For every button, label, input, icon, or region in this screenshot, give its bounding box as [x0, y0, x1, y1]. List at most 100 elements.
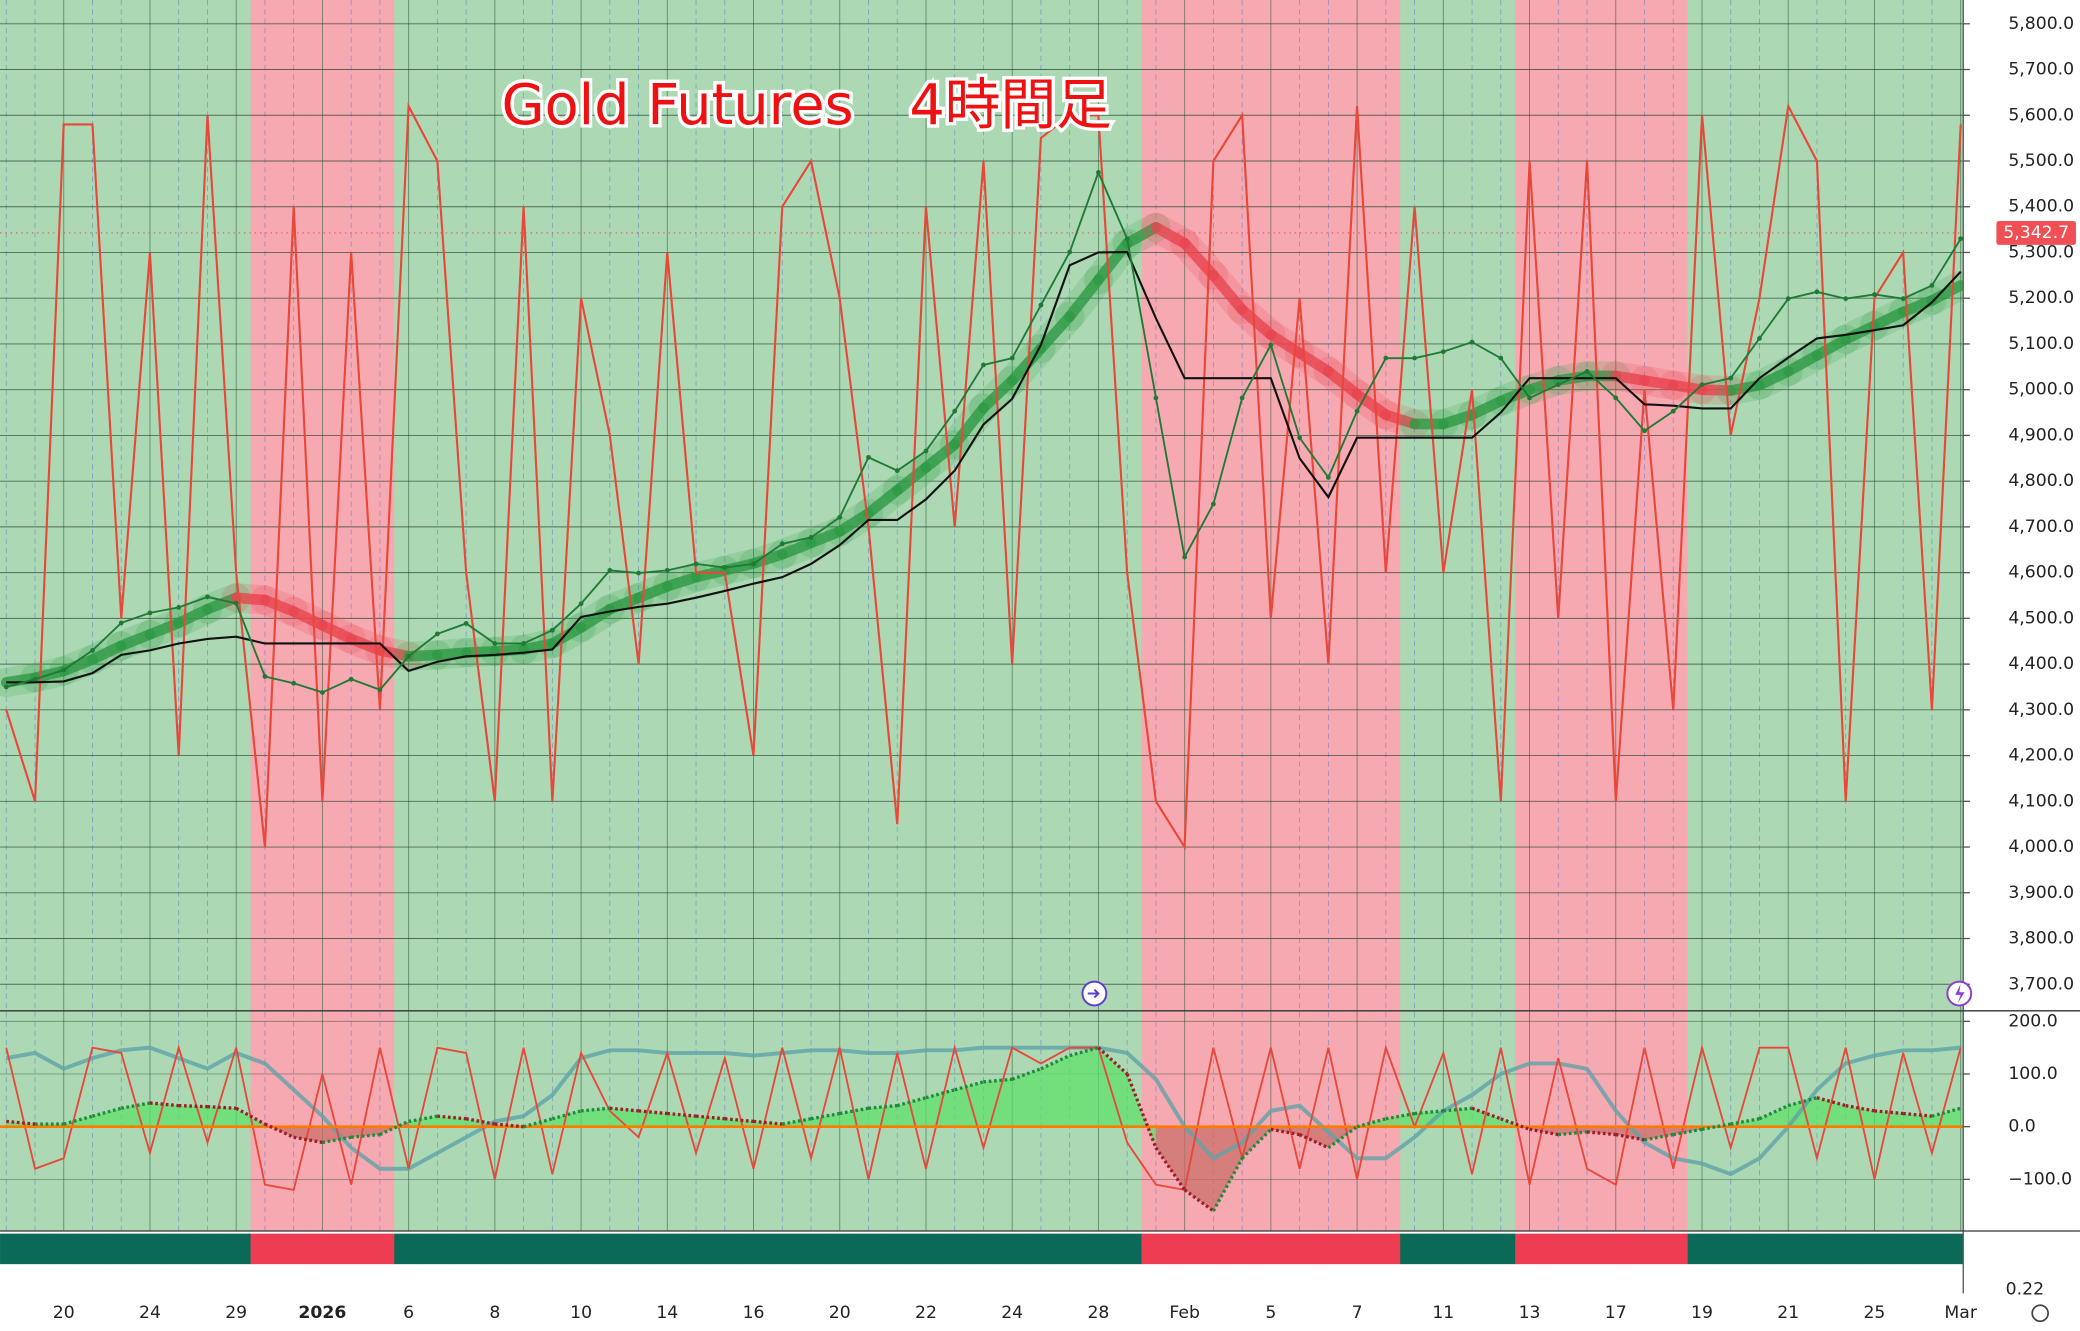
x-tick-label: 21 [1777, 1303, 1799, 1323]
trend-area [1644, 1126, 1674, 1140]
x-tick-label: 6 [403, 1303, 414, 1323]
regime-strip [940, 1233, 970, 1265]
regime-strip [652, 1233, 683, 1265]
price-point [722, 565, 728, 570]
regime-strip [1313, 1233, 1344, 1265]
price-panel [0, 102, 1976, 851]
trend-area [1931, 1108, 1961, 1127]
regime-strip [1199, 1233, 1229, 1265]
price-point [1555, 382, 1561, 388]
y-tick-label: 3,700.0 [2008, 974, 2074, 994]
regime-strip [1543, 1233, 1574, 1265]
average-segment [920, 439, 961, 473]
regime-strip [1946, 1233, 1964, 1265]
y-tick-label: 5,600.0 [2008, 105, 2074, 125]
y-tick-label: 5,200.0 [2008, 288, 2074, 308]
regime-strip [796, 1233, 827, 1265]
price-point [1383, 355, 1389, 361]
price-point [320, 690, 325, 695]
regime-strip [997, 1233, 1028, 1265]
x-tick-label: 7 [1352, 1303, 1363, 1323]
regime-strip [595, 1233, 625, 1265]
y-tick-label: 4,700.0 [2008, 517, 2074, 537]
x-tick-label: 24 [1001, 1303, 1023, 1323]
price-point [176, 604, 182, 610]
price-point [1757, 336, 1762, 341]
settings-icon[interactable] [2031, 1304, 2049, 1323]
regime-strip [106, 1233, 137, 1265]
x-tick-label: 20 [829, 1303, 851, 1323]
regime-strip [1630, 1233, 1660, 1265]
x-tick-label: 16 [743, 1303, 765, 1323]
price-point [1354, 408, 1360, 414]
y-tick-label: 3,900.0 [2008, 883, 2074, 903]
regime-strip [566, 1233, 597, 1265]
trend-area [1012, 1068, 1041, 1127]
trend-area [92, 1108, 122, 1127]
x-tick-label: 25 [1863, 1303, 1885, 1323]
price-point [1900, 296, 1906, 302]
average-segment [834, 507, 874, 537]
price-point [1239, 395, 1245, 401]
average-segment [949, 402, 989, 450]
price-point [837, 514, 843, 520]
average-segment [1236, 304, 1277, 341]
trend-line [1327, 1125, 1359, 1150]
regime-strip [1773, 1233, 1804, 1265]
y-tick-label: 5,800.0 [2008, 14, 2074, 34]
price-point [463, 621, 469, 626]
regime-strip [78, 1233, 108, 1265]
trend-line [1154, 1146, 1187, 1191]
regime-strip [1055, 1233, 1085, 1265]
y-tick-label: 4,500.0 [2008, 608, 2074, 628]
regime-strip [394, 1233, 424, 1265]
y-tick-label: 5,400.0 [2008, 197, 2074, 217]
regime-strip [1400, 1233, 1430, 1265]
price-point [118, 620, 124, 626]
regime-strip [1716, 1233, 1746, 1265]
trend-area [1385, 1113, 1415, 1127]
regime-strip [49, 1233, 79, 1265]
regime-strip [537, 1233, 568, 1265]
price-point [1728, 375, 1734, 381]
regime-strip [1457, 1233, 1488, 1265]
price-point [1642, 428, 1647, 434]
trend-area [1299, 1126, 1329, 1148]
regime-strip [1888, 1233, 1919, 1265]
price-point [147, 610, 153, 616]
price-point [32, 676, 38, 682]
y-tick-label: 4,800.0 [2008, 471, 2074, 491]
regime-strip [1687, 1233, 1718, 1265]
price-point [406, 653, 412, 659]
y-tick-label: 4,100.0 [2008, 791, 2074, 811]
regime-strip [969, 1233, 999, 1265]
chart-title: Gold Futures 4時間足 [501, 73, 1111, 138]
average-segment [1208, 270, 1248, 315]
price-point [1613, 395, 1619, 401]
average-segment [1064, 274, 1104, 322]
price-point [578, 601, 584, 607]
y-tick-label: 4,000.0 [2008, 837, 2074, 857]
trend-area [581, 1108, 610, 1127]
price-point [233, 600, 239, 606]
y-tick-label: 5,100.0 [2008, 334, 2074, 354]
regime-strip [423, 1233, 453, 1265]
regime-strip [1141, 1233, 1171, 1265]
trend-line [1211, 1157, 1244, 1212]
price-point [981, 362, 986, 368]
price-point [549, 627, 555, 633]
trend-line [1125, 1073, 1158, 1149]
average-segment [1150, 222, 1190, 249]
axes: 20 24 29 2026 6 8 10 14 16 20 22 24 28 Feb 5 7 11 13 17 19 2… [53, 14, 2074, 1323]
price-point [664, 567, 670, 573]
x-tick-label: 8 [489, 1303, 500, 1323]
x-tick-label: 14 [656, 1303, 678, 1323]
price-point [607, 567, 613, 573]
regime-strip [1084, 1233, 1114, 1265]
price-point [1785, 296, 1791, 302]
y-tick-label: 0.0 [2008, 1117, 2035, 1137]
regime-strip [1745, 1233, 1775, 1265]
trend-line [1183, 1188, 1215, 1213]
price-point [1843, 296, 1849, 302]
regime-strip [1658, 1233, 1689, 1265]
